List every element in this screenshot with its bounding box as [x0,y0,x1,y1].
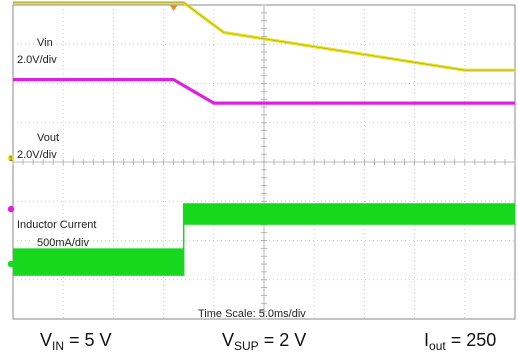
vin-scale-label: 2.0V/div [17,54,57,66]
caption-vin-value: = 5 V [64,330,112,350]
caption-vin: VIN = 5 V [40,330,112,353]
vin-marker [7,154,15,162]
inductor-current-scale-label: 500mA/div [37,237,89,249]
caption-vsup: VSUP = 2 V [222,330,307,353]
caption-vin-subscript: IN [52,339,65,353]
inductor-current-band-1 [13,248,184,276]
channel-1-marker-label: 1 [9,156,13,163]
inductor-current-label: Inductor Current [17,219,96,231]
trigger-marker [169,5,178,11]
caption-vsup-symbol: V [222,330,235,350]
vin-trace-core [13,2,515,71]
caption-vsup-subscript: SUP [234,339,259,353]
vout-trace [13,77,515,105]
caption-iout-subscript: out [429,339,446,353]
inductor-current-band-2 [183,203,515,225]
channel-markers: 1 [7,5,178,268]
graticule [12,4,516,320]
vout-scale-label: 2.0V/div [17,149,57,161]
vout-label: Vout [37,132,59,144]
caption-iout-value: = 250 [445,330,497,350]
vin-label: Vin [37,37,53,49]
caption-iout: Iout = 250 [424,330,497,353]
waveform-traces [13,0,515,276]
caption-vsup-value: = 2 V [258,330,307,350]
caption-iout-symbol: I [424,330,430,350]
inductor-current-marker [7,260,15,268]
caption-vin-symbol: V [40,330,53,350]
vout-marker [7,205,15,213]
time-scale-label: Time Scale: 5.0ms/div [198,308,306,320]
